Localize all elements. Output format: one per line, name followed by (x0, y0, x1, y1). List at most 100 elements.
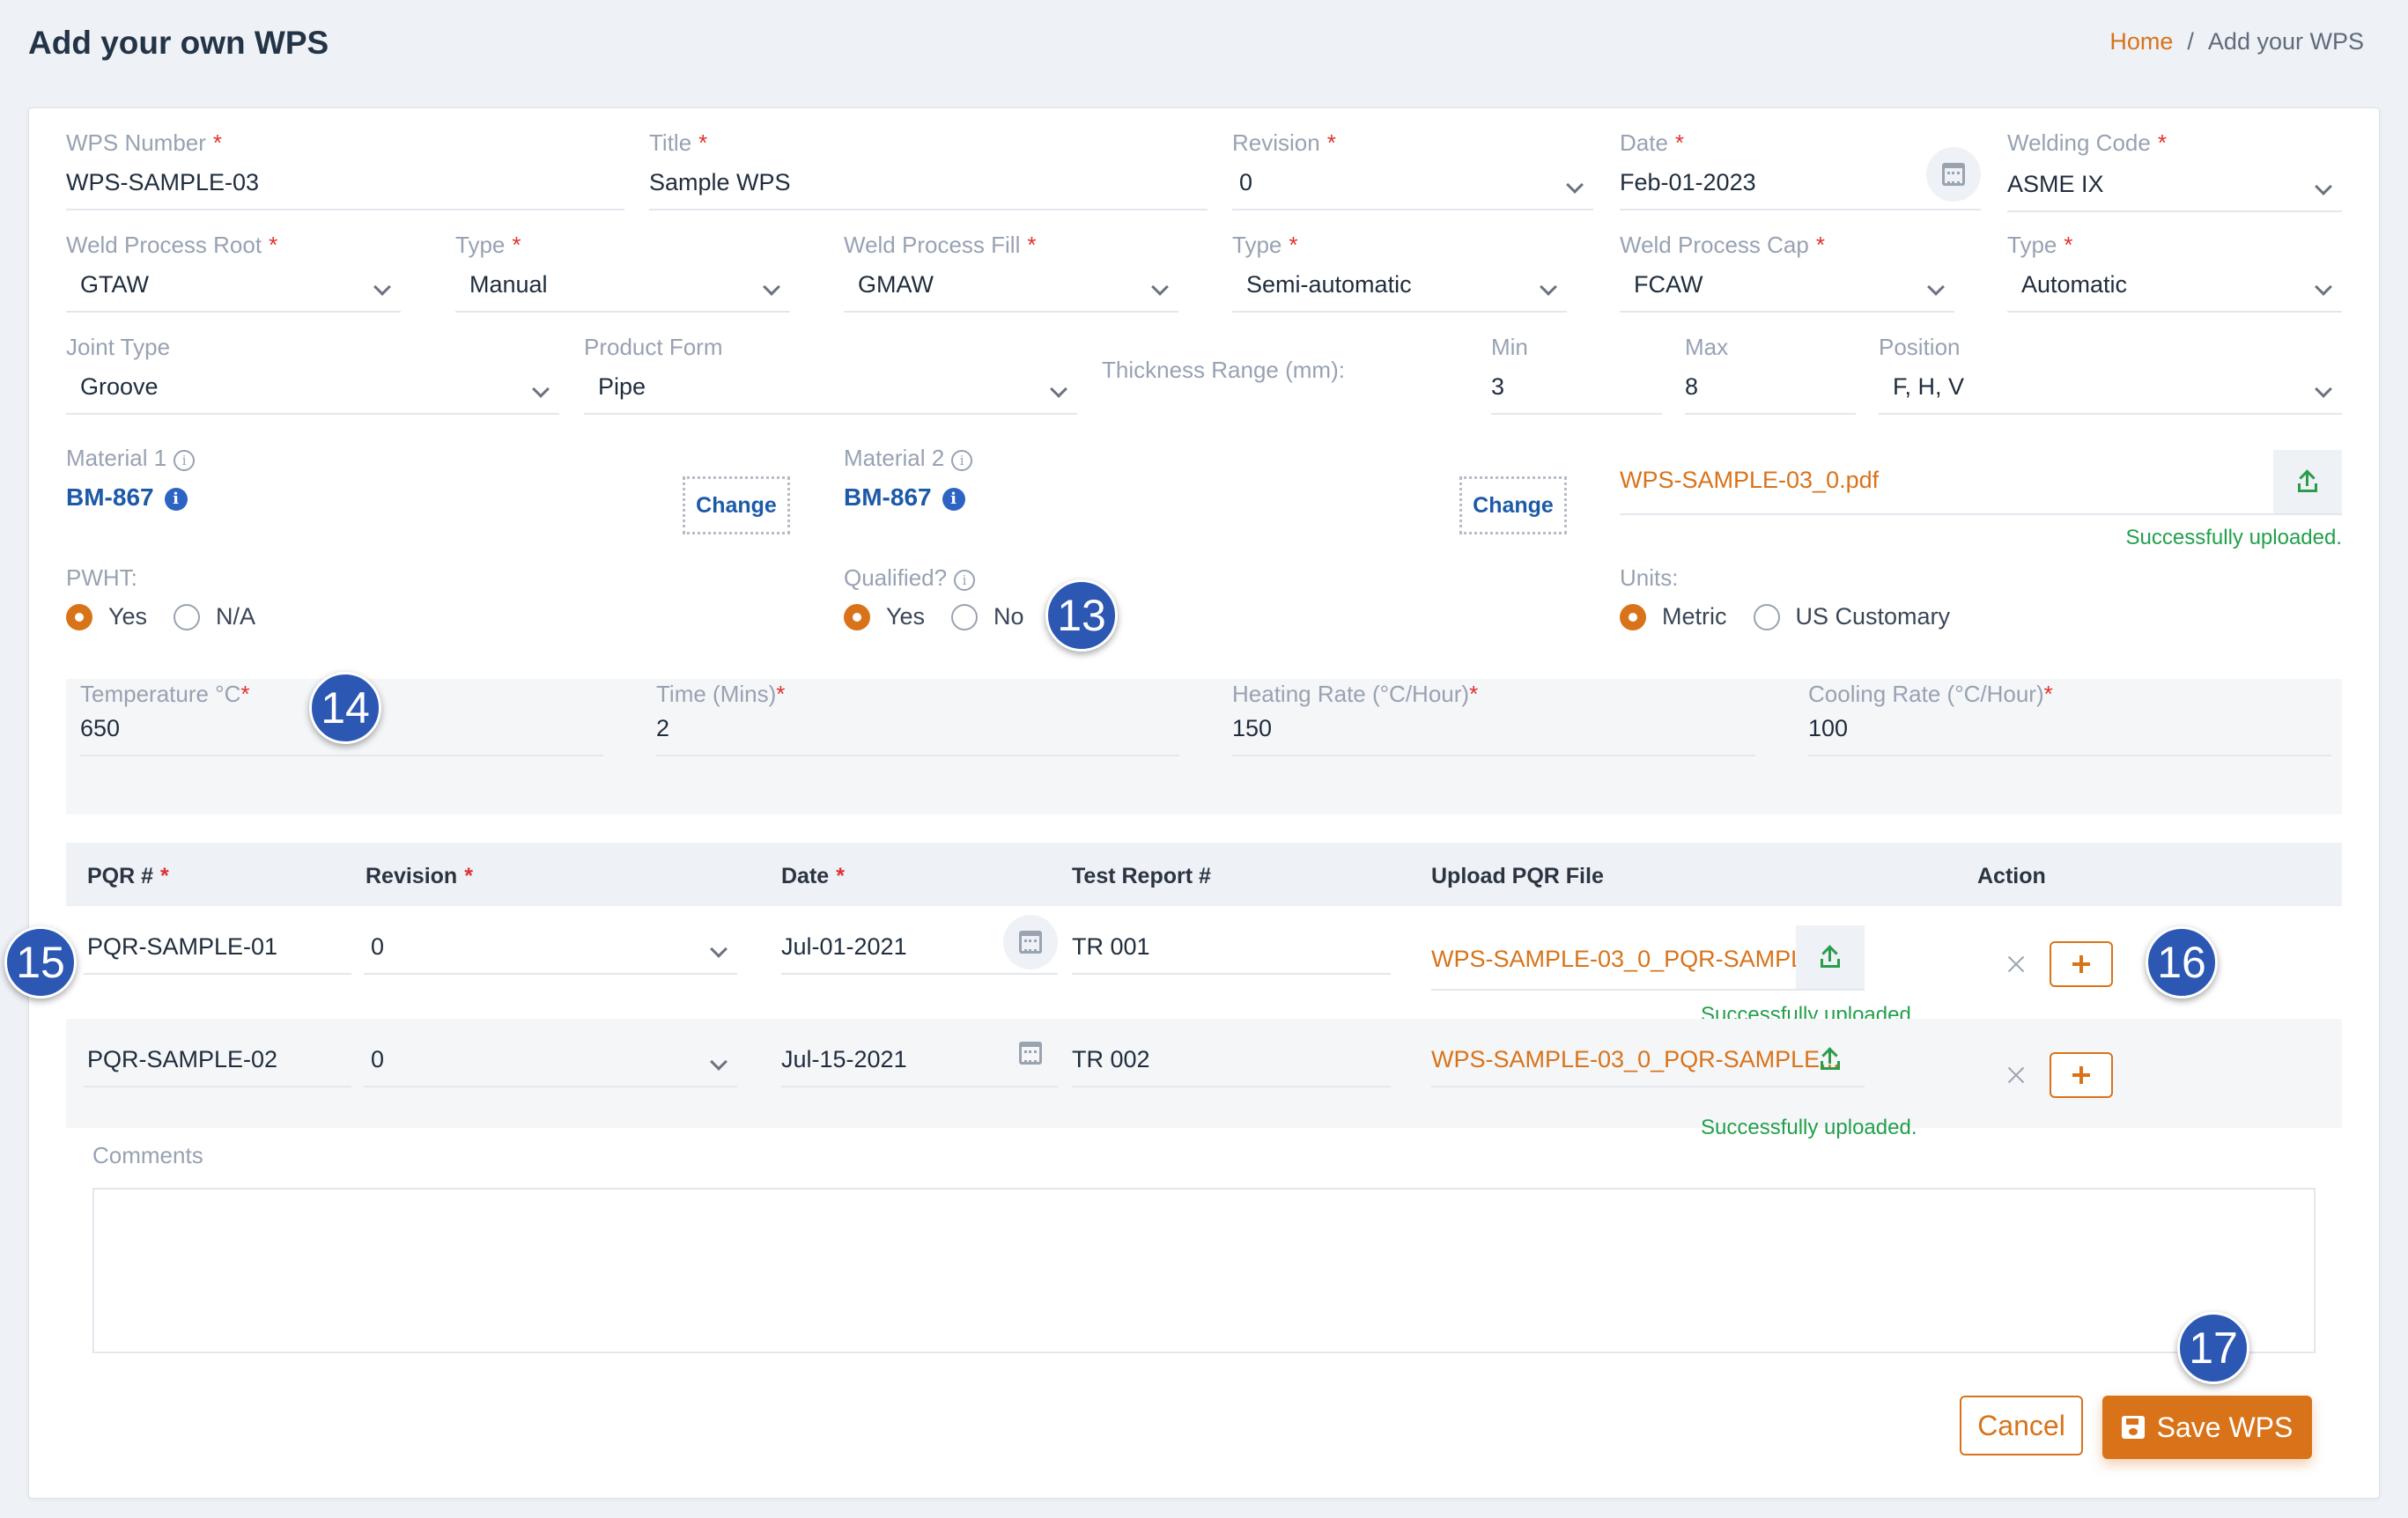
plus-icon (2072, 955, 2090, 973)
breadcrumb-home-link[interactable]: Home (2109, 28, 2174, 55)
title-input[interactable]: Sample WPS (649, 152, 1208, 210)
radio-selected-icon[interactable] (1620, 603, 1646, 630)
weld-process-cap-select[interactable]: FCAW (1620, 254, 1954, 313)
chevron-down-icon (1540, 278, 1557, 296)
pqr-number-input[interactable]: PQR-SAMPLE-02 (84, 1035, 351, 1087)
root-type-select[interactable]: Manual (455, 254, 790, 313)
date-input[interactable]: Feb-01-2023 (1620, 147, 1981, 210)
close-icon[interactable] (2005, 1065, 2027, 1086)
comments-textarea[interactable] (92, 1188, 2316, 1353)
info-outline-icon[interactable]: i (954, 570, 976, 591)
qualified-no-option[interactable]: No (951, 603, 1024, 630)
pwht-details-panel (66, 679, 2342, 814)
radio-selected-icon[interactable] (66, 603, 92, 630)
wps-number-input[interactable]: WPS-SAMPLE-03 (66, 152, 624, 210)
product-form-select[interactable]: Pipe (584, 357, 1077, 415)
page-title: Add your own WPS (28, 25, 329, 61)
pqr-revision-select[interactable]: 0 (364, 922, 737, 975)
wps-file-upload-field[interactable]: WPS-SAMPLE-03_0.pdf (1620, 450, 2342, 515)
heating-rate-label: Heating Rate (°C/Hour)* (1232, 681, 1479, 707)
weld-process-fill-select[interactable]: GMAW (844, 254, 1178, 313)
material-1-link[interactable]: BM-867 i (66, 483, 188, 512)
min-thickness-input[interactable]: 3 (1491, 357, 1662, 415)
step-badge-15: 15 (4, 926, 77, 998)
wps-file-status: Successfully uploaded. (2125, 526, 2342, 549)
pqr-file-name[interactable]: WPS-SAMPLE-03_0_PQR-SAMPLE... (1431, 1046, 1840, 1072)
chevron-down-icon (2315, 178, 2332, 195)
radio-selected-icon[interactable] (844, 603, 870, 630)
units-metric-option[interactable]: Metric (1620, 603, 1727, 630)
units-us-customary-option[interactable]: US Customary (1753, 603, 1950, 630)
fill-type-select[interactable]: Semi-automatic (1232, 254, 1567, 313)
chevron-down-icon (2315, 278, 2332, 296)
weld-process-cap-label: Weld Process Cap * (1620, 232, 1825, 258)
qualified-yes-option[interactable]: Yes (844, 603, 925, 630)
welding-code-select[interactable]: ASME IX (2007, 152, 2342, 212)
pwht-radio-group: Yes N/A (66, 603, 282, 630)
upload-button[interactable] (1796, 1033, 1865, 1086)
material-2-link[interactable]: BM-867 i (844, 483, 965, 512)
pqr-date-input[interactable]: Jul-15-2021 (781, 1035, 1058, 1087)
calendar-icon[interactable] (1019, 1042, 1042, 1065)
upload-button[interactable] (1796, 925, 1865, 989)
heating-rate-input[interactable]: 150 (1232, 704, 1755, 756)
pwht-na-option[interactable]: N/A (174, 603, 255, 630)
upload-icon (1821, 1047, 1840, 1070)
max-thickness-input[interactable]: 8 (1685, 357, 1856, 415)
revision-label: Revision * (1232, 129, 1336, 156)
pwht-yes-option[interactable]: Yes (66, 603, 147, 630)
radio-icon[interactable] (1753, 603, 1780, 630)
info-icon[interactable]: i (942, 488, 965, 511)
max-label: Max (1685, 334, 1729, 360)
info-icon[interactable]: i (164, 488, 188, 511)
cooling-rate-input[interactable]: 100 (1808, 704, 2331, 756)
radio-icon[interactable] (174, 603, 201, 630)
root-type-label: Type * (455, 232, 521, 258)
temperature-input[interactable]: 650 (80, 704, 603, 756)
close-icon[interactable] (2005, 954, 2027, 975)
pqr-file-status: Successfully uploaded. (1701, 1116, 1917, 1139)
date-header: Date * (781, 864, 845, 888)
time-input[interactable]: 2 (656, 704, 1179, 756)
joint-type-select[interactable]: Groove (66, 357, 559, 415)
material-1-change-button[interactable]: Change (683, 476, 790, 534)
qualified-label: Qualified? i (844, 564, 976, 592)
pqr-file-upload-field[interactable]: WPS-SAMPLE-03_0_PQR-SAMPLE... (1431, 1035, 1865, 1087)
add-row-button[interactable] (2050, 1052, 2113, 1098)
upload-icon (2298, 469, 2317, 492)
radio-icon[interactable] (951, 603, 979, 630)
position-select[interactable]: F, H, V (1879, 357, 2342, 415)
wps-form-card: WPS Number * WPS-SAMPLE-03 Title * Sample … (28, 107, 2380, 1499)
step-badge-13: 13 (1045, 579, 1118, 652)
welding-code-label: Welding Code * (2007, 129, 2167, 156)
test-report-input[interactable]: TR 002 (1072, 1035, 1391, 1087)
cap-type-select[interactable]: Automatic (2007, 254, 2342, 313)
action-header: Action (1977, 864, 2046, 888)
pqr-revision-select[interactable]: 0 (364, 1035, 737, 1087)
cap-type-label: Type * (2007, 232, 2073, 258)
upload-button[interactable] (2273, 450, 2342, 513)
info-outline-icon[interactable]: i (951, 450, 973, 471)
wps-file-name[interactable]: WPS-SAMPLE-03_0.pdf (1620, 467, 1880, 493)
test-report-input[interactable]: TR 001 (1072, 922, 1391, 975)
joint-type-label: Joint Type (66, 334, 171, 360)
save-wps-button[interactable]: Save WPS (2102, 1396, 2312, 1459)
thickness-range-label: Thickness Range (mm): (1102, 357, 1345, 383)
chevron-down-icon (1151, 278, 1169, 296)
cancel-button[interactable]: Cancel (1960, 1396, 2083, 1455)
test-report-header: Test Report # (1072, 864, 1211, 888)
pqr-date-input[interactable]: Jul-01-2021 (781, 915, 1058, 975)
revision-select[interactable]: 0 (1232, 152, 1593, 210)
material-2-change-button[interactable]: Change (1459, 476, 1567, 534)
date-label: Date * (1620, 129, 1685, 156)
position-label: Position (1879, 334, 1961, 360)
pqr-file-upload-field[interactable]: WPS-SAMPLE-03_0_PQR-SAMPLE... (1431, 925, 1865, 991)
pqr-file-name[interactable]: WPS-SAMPLE-03_0_PQR-SAMPLE... (1431, 946, 1840, 972)
info-outline-icon[interactable]: i (174, 450, 196, 471)
calendar-icon[interactable] (1003, 915, 1058, 969)
calendar-icon[interactable] (1926, 147, 1981, 202)
add-row-button[interactable] (2050, 941, 2113, 987)
pqr-number-input[interactable]: PQR-SAMPLE-01 (84, 922, 351, 975)
weld-process-root-select[interactable]: GTAW (66, 254, 401, 313)
